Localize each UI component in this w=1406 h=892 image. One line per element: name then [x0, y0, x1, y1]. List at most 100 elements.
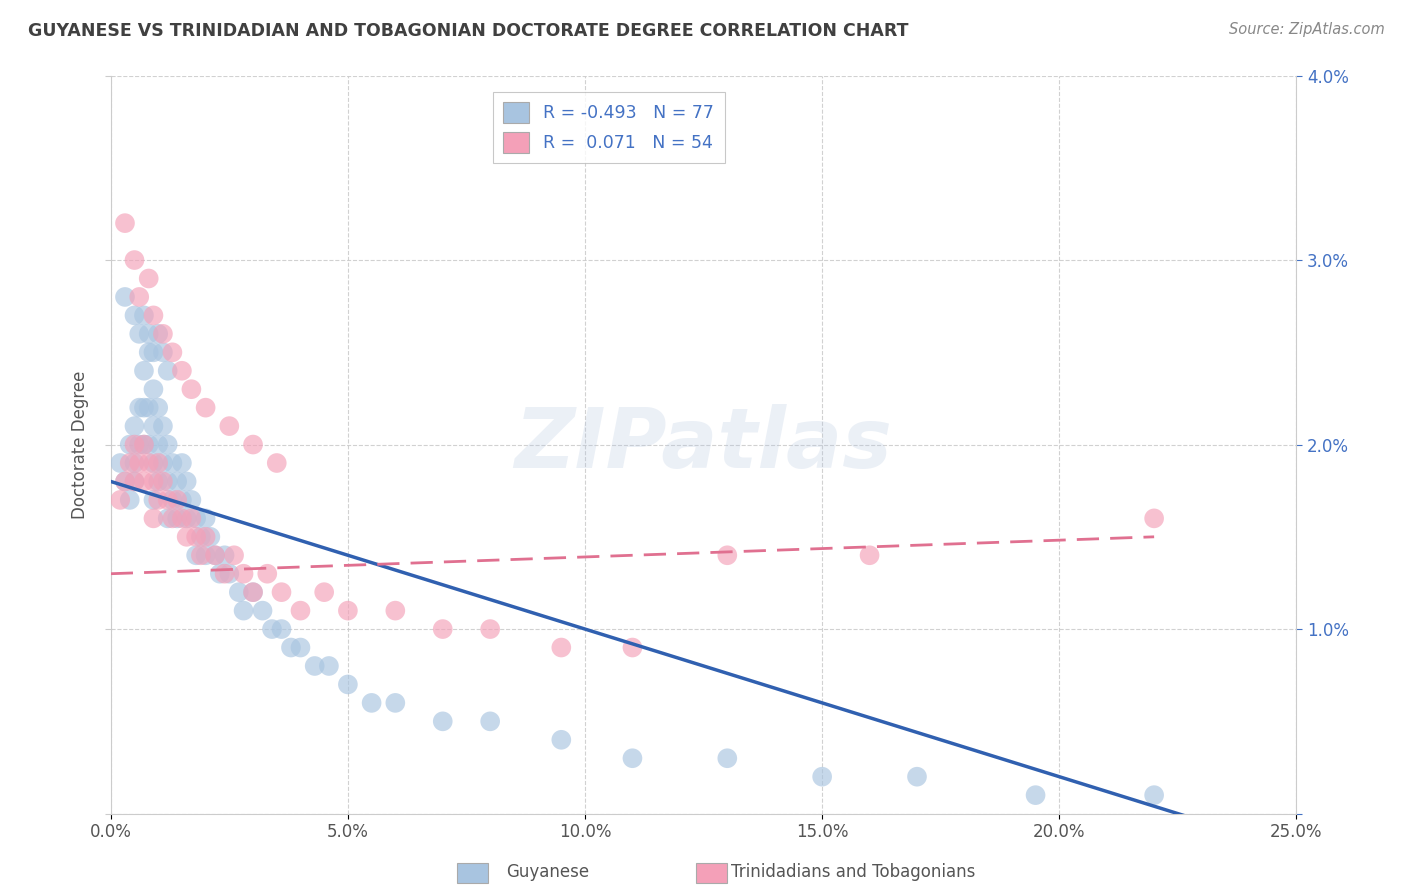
Point: [148, 492, 170, 507]
Point: [148, 326, 170, 341]
Point: [184, 511, 207, 525]
Point: [479, 714, 502, 729]
Point: [170, 492, 193, 507]
Point: [204, 549, 226, 563]
Point: [166, 511, 188, 525]
Point: [152, 456, 174, 470]
Point: [124, 437, 146, 451]
Point: [242, 437, 264, 451]
Point: [124, 475, 146, 489]
Point: [170, 456, 193, 470]
Point: [318, 659, 340, 673]
Point: [176, 511, 198, 525]
Point: [148, 456, 170, 470]
Text: ZIPatlas: ZIPatlas: [515, 404, 893, 485]
Point: [132, 309, 155, 323]
Point: [156, 364, 179, 378]
Point: [621, 751, 644, 765]
Point: [204, 549, 226, 563]
Point: [148, 401, 170, 415]
Point: [128, 290, 150, 304]
Point: [550, 732, 572, 747]
Text: Guyanese: Guyanese: [506, 863, 589, 881]
Point: [336, 604, 359, 618]
Point: [214, 566, 236, 581]
Point: [128, 326, 150, 341]
Point: [194, 530, 217, 544]
Point: [142, 309, 165, 323]
Text: GUYANESE VS TRINIDADIAN AND TOBAGONIAN DOCTORATE DEGREE CORRELATION CHART: GUYANESE VS TRINIDADIAN AND TOBAGONIAN D…: [28, 22, 908, 40]
Point: [176, 475, 198, 489]
Point: [142, 345, 165, 359]
Point: [142, 456, 165, 470]
Point: [114, 216, 136, 230]
Point: [280, 640, 302, 655]
Point: [222, 549, 245, 563]
Point: [184, 530, 207, 544]
Point: [124, 253, 146, 268]
Point: [176, 530, 198, 544]
Point: [142, 382, 165, 396]
Point: [621, 640, 644, 655]
Point: [242, 585, 264, 599]
Point: [142, 492, 165, 507]
Point: [124, 419, 146, 434]
Point: [200, 530, 222, 544]
Point: [550, 640, 572, 655]
Point: [716, 549, 738, 563]
Point: [162, 345, 184, 359]
Point: [858, 549, 880, 563]
Point: [184, 549, 207, 563]
Point: [152, 419, 174, 434]
Point: [128, 401, 150, 415]
Point: [432, 622, 454, 636]
Point: [156, 475, 179, 489]
Point: [290, 604, 312, 618]
Y-axis label: Doctorate Degree: Doctorate Degree: [72, 370, 89, 519]
Point: [270, 585, 292, 599]
Point: [228, 585, 250, 599]
Point: [138, 345, 160, 359]
Point: [128, 437, 150, 451]
Point: [232, 604, 254, 618]
Point: [148, 437, 170, 451]
Point: [194, 401, 217, 415]
Point: [214, 549, 236, 563]
Point: [314, 585, 336, 599]
Point: [1025, 788, 1047, 802]
Point: [118, 492, 141, 507]
Point: [252, 604, 274, 618]
Point: [256, 566, 278, 581]
Point: [156, 492, 179, 507]
Point: [208, 566, 231, 581]
Point: [479, 622, 502, 636]
Point: [138, 437, 160, 451]
Point: [1143, 788, 1166, 802]
Point: [132, 437, 155, 451]
Point: [180, 511, 202, 525]
Text: Source: ZipAtlas.com: Source: ZipAtlas.com: [1229, 22, 1385, 37]
Point: [384, 604, 406, 618]
Point: [118, 456, 141, 470]
Point: [162, 492, 184, 507]
Point: [190, 530, 212, 544]
Point: [132, 401, 155, 415]
Point: [132, 437, 155, 451]
Point: [180, 492, 202, 507]
Point: [142, 475, 165, 489]
Point: [156, 511, 179, 525]
Point: [142, 419, 165, 434]
Point: [242, 585, 264, 599]
Point: [232, 566, 254, 581]
Point: [124, 475, 146, 489]
Point: [148, 475, 170, 489]
Point: [138, 401, 160, 415]
Point: [114, 475, 136, 489]
Point: [180, 382, 202, 396]
Point: [110, 492, 132, 507]
Point: [162, 456, 184, 470]
Point: [336, 677, 359, 691]
Point: [304, 659, 326, 673]
Point: [194, 549, 217, 563]
Point: [218, 566, 240, 581]
